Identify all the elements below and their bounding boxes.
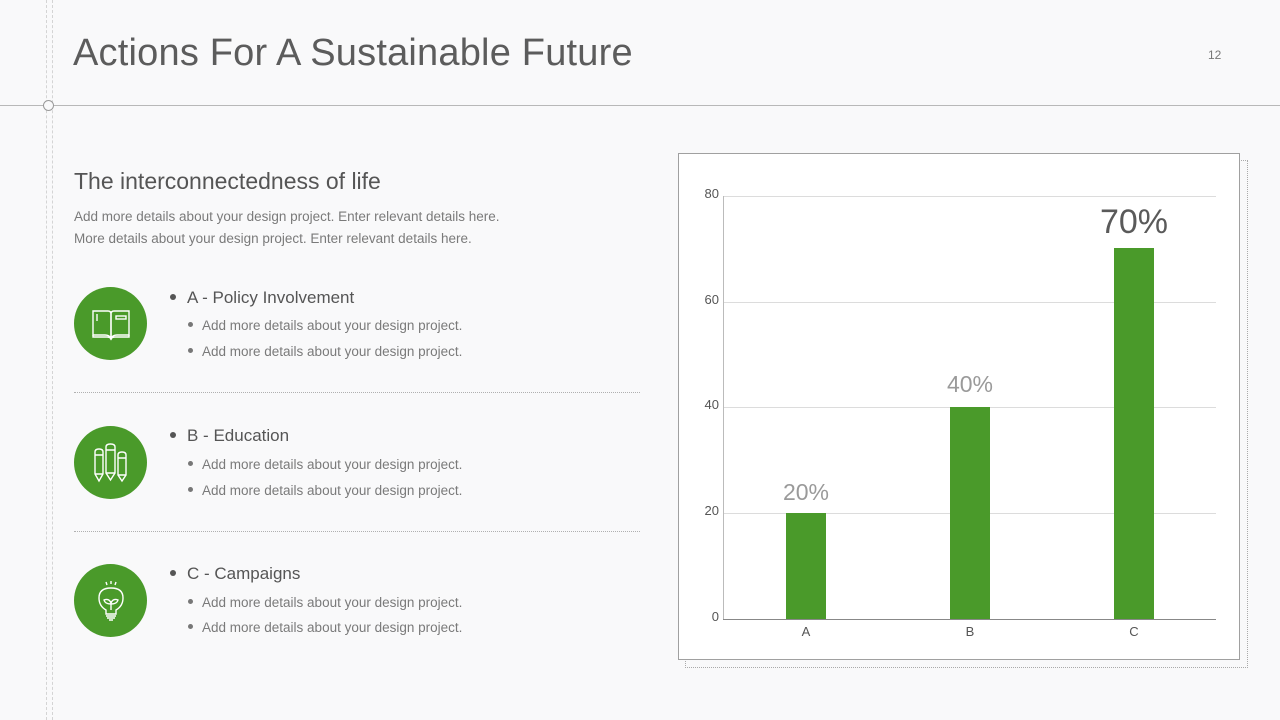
data-label-b: 40% [946,371,994,397]
x-axis [723,619,1216,620]
section-description: Add more details about your design proje… [74,206,500,249]
page-number: 12 [1208,48,1222,62]
x-tick-label: C [1129,624,1139,639]
bar-c[interactable] [1114,248,1154,619]
section-divider [74,392,640,393]
description-line: Add more details about your design proje… [74,209,500,224]
item-bullet: Add more details about your design proje… [188,483,462,498]
section-divider [74,531,640,532]
y-tick-label: 80 [704,186,719,201]
icon-circle [74,287,147,360]
data-label-c: 70% [1099,203,1169,241]
divider-node [43,100,54,111]
header-divider [0,105,1280,106]
open-book-icon [91,309,130,341]
item-bullet: Add more details about your design proje… [188,457,462,472]
bar-chart: 80 60 40 20 0 20% 40% 70% A B C [705,186,1216,639]
data-label-a: 20% [782,479,830,505]
item-bullet: Add more details about your design proje… [188,620,462,635]
item-heading: A - Policy Involvement [170,288,354,308]
y-tick-label: 60 [704,292,719,307]
item-bullet: Add more details about your design proje… [188,595,462,610]
y-tick-label: 20 [704,503,719,518]
item-heading: B - Education [170,426,289,446]
y-tick-label: 0 [711,609,719,624]
bar-a[interactable] [786,513,826,619]
y-tick-label: 40 [704,397,719,412]
lightbulb-sprout-icon [97,580,124,621]
x-tick-label: B [965,624,975,639]
guide-line-left [46,0,47,720]
icon-circle [74,426,147,499]
item-bullet: Add more details about your design proje… [188,318,462,333]
icon-circle [74,564,147,637]
item-bullet: Add more details about your design proje… [188,344,462,359]
item-heading: C - Campaigns [170,564,300,584]
slide-title: Actions For A Sustainable Future [73,32,633,74]
gridline [723,196,1216,197]
section-heading: The interconnectedness of life [74,168,381,194]
pencils-icon [93,442,127,482]
y-axis [723,196,724,619]
guide-line-right [52,0,53,720]
gridline [723,302,1216,303]
x-tick-label: A [801,624,811,639]
description-line: More details about your design project. … [74,230,472,246]
bar-b[interactable] [950,407,990,619]
